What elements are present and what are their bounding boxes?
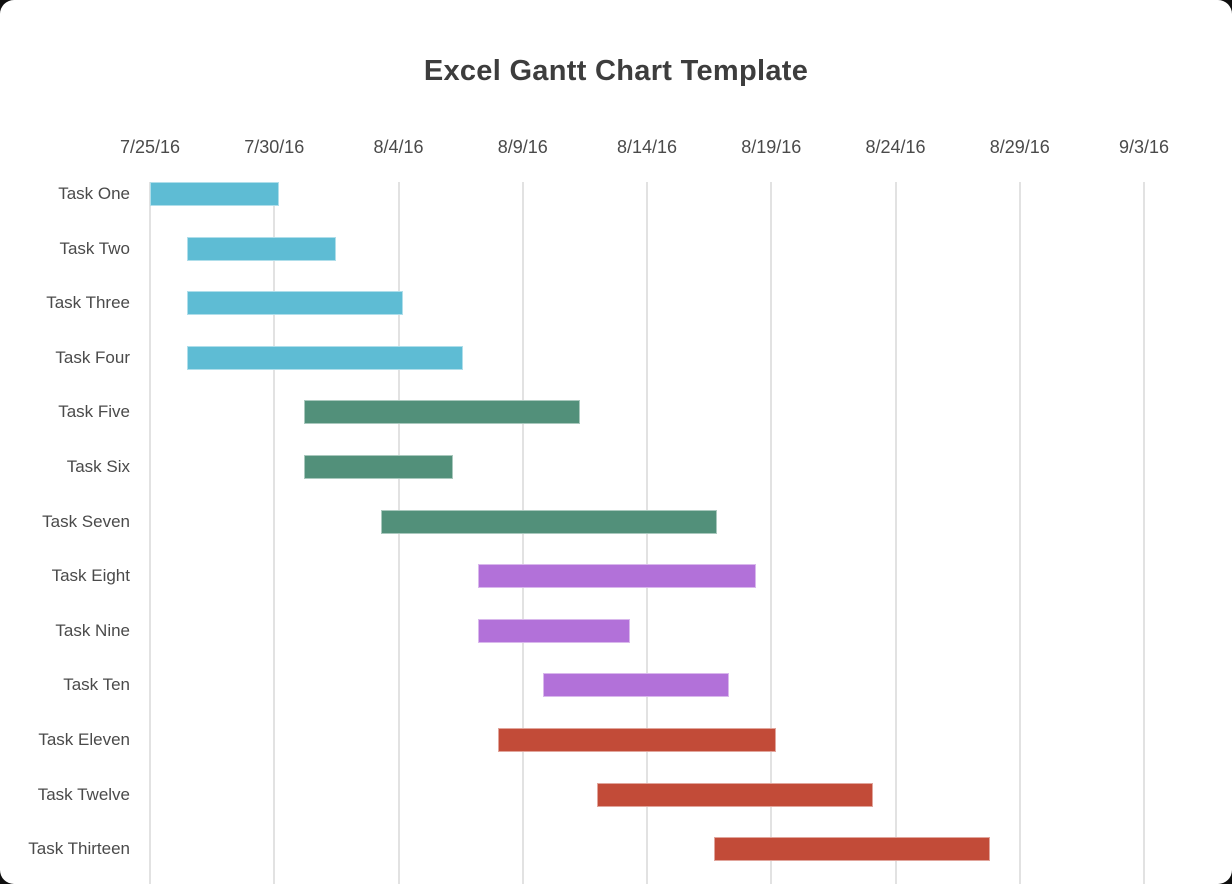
gantt-bar <box>187 236 337 261</box>
gridline <box>770 182 773 884</box>
gantt-bar <box>187 345 464 370</box>
task-label: Task Seven <box>42 511 130 531</box>
task-label: Task Thirteen <box>28 839 130 859</box>
task-label: Task Ten <box>63 675 130 695</box>
gridline <box>1143 182 1145 884</box>
task-label: Task Three <box>46 293 130 313</box>
axis-tick-label: 7/25/16 <box>119 137 181 157</box>
axis-tick-label: 8/19/16 <box>741 137 802 157</box>
gridline <box>894 182 897 884</box>
chart-title: Excel Gantt Chart Template <box>423 55 809 87</box>
gridline <box>1018 182 1021 884</box>
gantt-bar <box>478 618 630 643</box>
task-label: Task Eight <box>51 566 130 586</box>
gantt-bar <box>497 728 777 752</box>
axis-tick-label: 8/9/16 <box>497 137 548 157</box>
task-label: Task Two <box>59 238 130 258</box>
gantt-bar <box>304 400 580 425</box>
axis-tick-label: 8/4/16 <box>373 137 424 157</box>
gantt-bar <box>187 291 404 316</box>
axis-tick-label: 8/29/16 <box>989 137 1050 157</box>
gridline <box>273 182 276 884</box>
axis-tick-label: 7/30/16 <box>244 137 305 157</box>
task-label: Task One <box>58 184 130 203</box>
task-label: Task Six <box>66 457 130 476</box>
task-label: Task Four <box>55 347 130 367</box>
gantt-bar <box>597 782 874 807</box>
gantt-bar <box>714 837 990 862</box>
gantt-bar <box>150 182 280 206</box>
gantt-bar <box>381 509 717 534</box>
axis-tick-label: 9/3/16 <box>1118 137 1170 157</box>
task-label: Task Twelve <box>37 784 130 804</box>
gantt-bar <box>542 673 729 698</box>
task-label: Task Five <box>58 402 130 422</box>
task-label: Task Eleven <box>38 730 130 749</box>
axis-tick-label: 8/24/16 <box>865 137 926 157</box>
gantt-bar <box>304 455 454 479</box>
gantt-bar <box>478 564 757 589</box>
axis-tick-label: 8/14/16 <box>616 137 678 157</box>
gridline <box>149 182 151 884</box>
task-label: Task Nine <box>55 620 130 640</box>
